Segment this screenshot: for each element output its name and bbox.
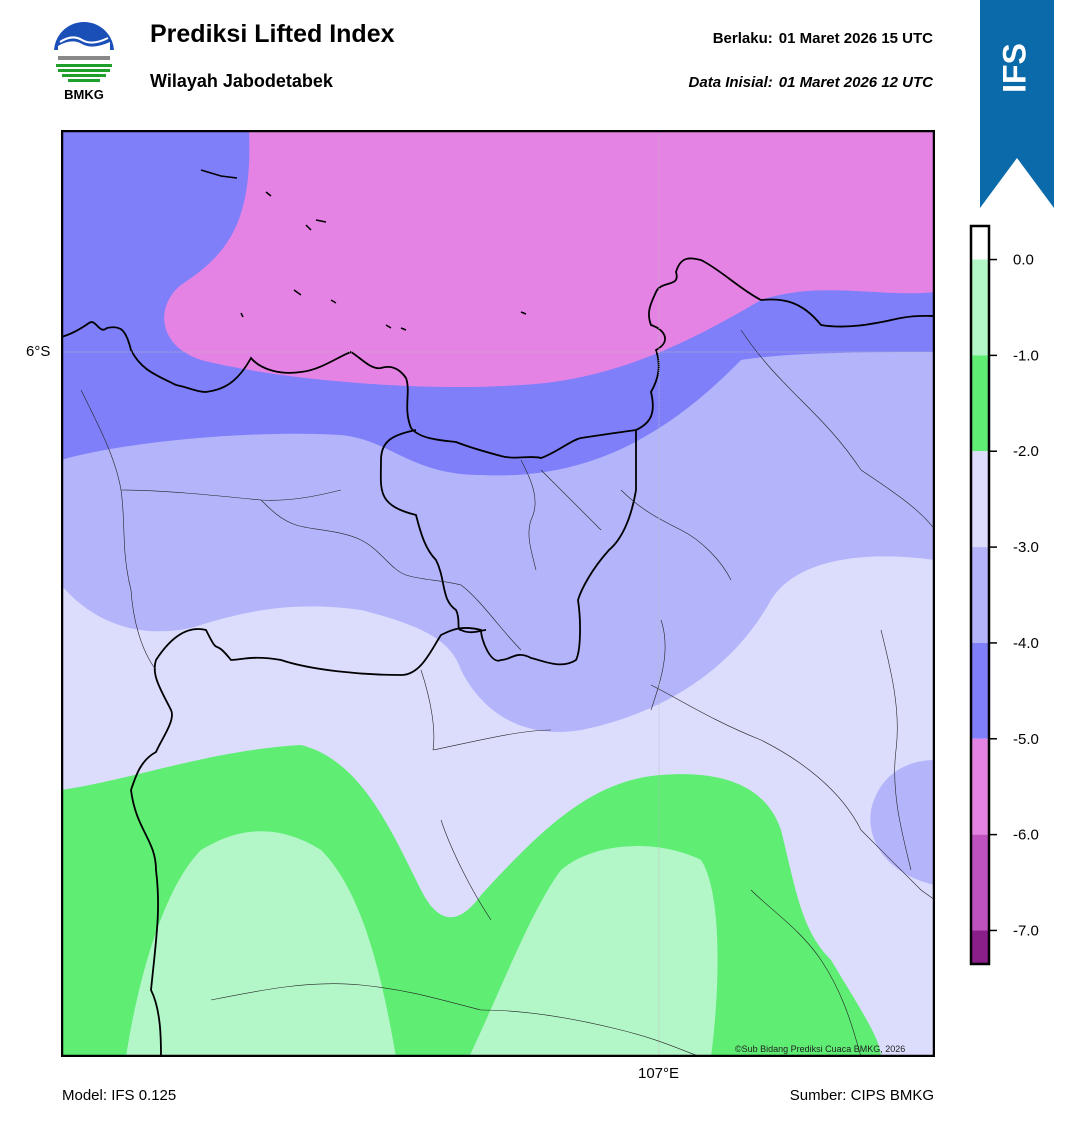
colorbar-level-3 [971, 547, 989, 643]
colorbar-tick-label-2: -2.0 [1013, 443, 1039, 460]
district-boundaries [80, 329, 935, 1057]
field-level-0-left [126, 831, 396, 1057]
colorbar-tick-label-6: -6.0 [1013, 827, 1039, 844]
page-subtitle: Wilayah Jabodetabek [150, 71, 333, 91]
province-boundary-2 [379, 429, 487, 634]
coastline [61, 257, 935, 459]
bmkg-logo-icon: BMKG [54, 22, 114, 102]
map-credit: ©Sub Bidang Prediksi Cuaca BMKG, 2026 [735, 1044, 906, 1054]
colorbar-level-4 [971, 642, 989, 739]
colorbar-level-0 [971, 259, 989, 356]
colorbar-level-7 [971, 930, 989, 964]
colorbar-tick-label-5: -5.0 [1013, 731, 1039, 748]
colorbar: 0.0 -1.0 -2.0 -3.0 -4.0 -5.0 -6.0 -7.0 [969, 224, 1039, 966]
lat-tick-label: 6°S [26, 343, 51, 360]
init-time: Data Inisial: 01 Maret 2026 12 UTC [689, 74, 933, 91]
colorbar-tick-label-4: -4.0 [1013, 635, 1039, 652]
model-ribbon: IFS [980, 0, 1054, 208]
field-level-5 [164, 130, 935, 388]
colorbar-level-5 [971, 738, 989, 835]
source-label: Sumber: CIPS BMKG [789, 1087, 934, 1104]
colorbar-tick-label-0: 0.0 [1013, 252, 1034, 269]
colorbar-tick-label-1: -1.0 [1013, 347, 1039, 364]
colorbar-border [969, 224, 991, 966]
colorbar-level-6 [971, 834, 989, 931]
colorbar-level-2 [971, 451, 989, 548]
valid-time-label: Berlaku: [712, 30, 773, 47]
colorbar-tick-label-3: -3.0 [1013, 539, 1039, 556]
logo-text: BMKG [64, 87, 104, 102]
islands [200, 169, 527, 331]
ribbon-label: IFS [996, 43, 1032, 93]
lifted-index-map [61, 130, 935, 1057]
init-time-value: 01 Maret 2026 12 UTC [778, 74, 933, 91]
page-title: Prediksi Lifted Index [150, 20, 395, 48]
field-level-3-blob [870, 760, 935, 885]
colorbar-cap [971, 226, 989, 260]
colorbar-tick-label-7: -7.0 [1013, 922, 1039, 939]
field-level-0-right [469, 846, 718, 1057]
map-border [61, 130, 935, 1057]
province-boundary [130, 430, 637, 1057]
init-time-label: Data Inisial: [688, 74, 773, 91]
model-label: Model: IFS 0.125 [62, 1087, 177, 1104]
valid-time: Berlaku: 01 Maret 2026 15 UTC [713, 30, 933, 47]
lon-tick-label: 107°E [638, 1065, 680, 1082]
colorbar-level-1 [971, 355, 989, 452]
valid-time-value: 01 Maret 2026 15 UTC [778, 30, 933, 47]
